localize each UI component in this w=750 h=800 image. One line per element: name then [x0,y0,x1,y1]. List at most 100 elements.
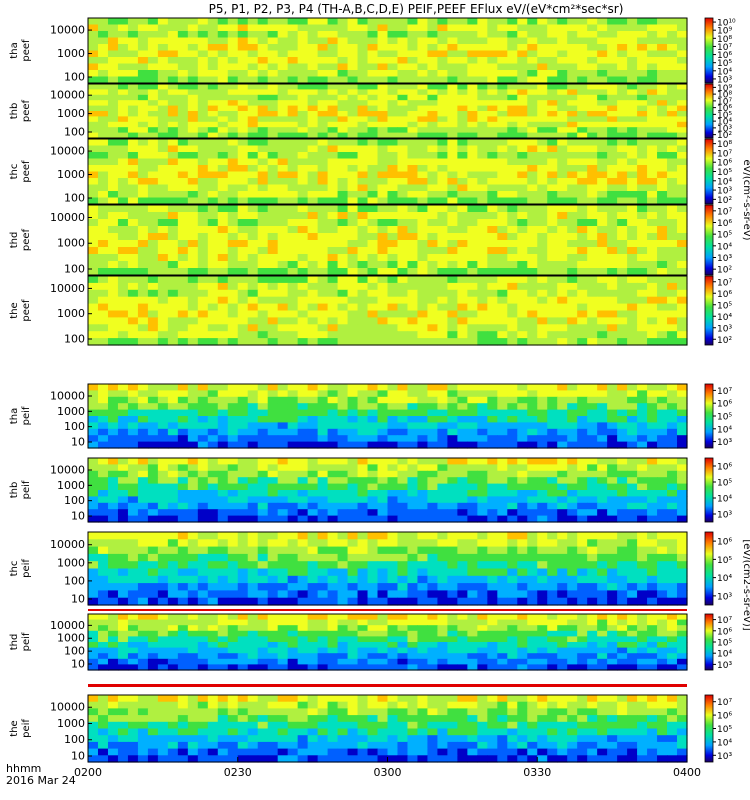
heatmap-cell [557,502,568,510]
heatmap-cell [217,116,229,123]
heatmap-cell [437,276,448,284]
heatmap-cell [547,276,558,284]
heatmap-cell [247,63,259,71]
heatmap-cell [137,197,149,205]
heatmap-cell [167,561,179,570]
heatmap-cell [567,268,578,276]
heatmap-cell [577,396,588,404]
heatmap-cell [267,158,279,166]
heatmap-cell [617,583,628,591]
heatmap-cell [177,310,189,318]
heatmap-cell [557,403,568,411]
heatmap-cell [287,132,299,139]
heatmap-cell [117,111,129,117]
heatmap-cell [627,403,638,411]
heatmap-cell [427,44,439,52]
heatmap-cell [347,597,359,606]
heatmap-cell [207,127,219,134]
heatmap-cell [377,44,389,52]
heatmap-cell [537,532,548,540]
heatmap-cell [387,409,399,417]
heatmap-cell [597,282,608,291]
heatmap-cell [237,139,249,147]
heatmap-cell [517,191,528,199]
heatmap-cell [117,441,129,449]
heatmap-cell [97,303,109,312]
heatmap-cell [647,317,658,325]
heatmap-cell [517,89,528,96]
heatmap-cell [597,261,608,269]
heatmap-cell [247,191,259,199]
heatmap-cell [597,18,608,26]
heatmap-cell [287,37,299,45]
heatmap-cell [657,63,668,71]
heatmap-cell [437,158,448,166]
heatmap-cell [317,127,329,134]
colorbar-tick-label: 10⁷ [717,387,732,397]
heatmap-cell [377,76,389,84]
heatmap-cell [117,178,129,186]
heatmap-cell [347,31,359,39]
heatmap-cell [207,303,219,312]
heatmap-cell [117,94,129,101]
heatmap-cell [207,464,219,472]
heatmap-cell [88,509,99,517]
heatmap-cell [677,331,688,339]
heatmap-cell [597,458,608,465]
heatmap-cell [177,226,189,234]
heatmap-cell [147,165,159,173]
heatmap-cell [347,268,359,276]
y-axis-label: thb [9,482,20,499]
heatmap-cell [457,477,468,485]
heatmap-cell [457,31,468,39]
heatmap-cell [88,116,99,123]
heatmap-cell [97,158,109,166]
colorbar-tick-label: 10³ [717,124,732,134]
heatmap-cell [97,247,109,255]
heatmap-cell [227,105,239,112]
heatmap-cell [647,261,658,269]
heatmap-cell [167,509,179,517]
heatmap-cell [497,539,508,548]
heatmap-cell [327,145,339,153]
heatmap-cell [357,483,369,491]
heatmap-cell [617,597,628,606]
heatmap-cell [627,396,638,404]
heatmap-cell [287,532,299,540]
heatmap-cell [377,331,389,339]
heatmap-cell [167,583,179,591]
heatmap-cell [237,145,249,153]
heatmap-cell [397,139,409,147]
heatmap-cell [157,296,169,305]
heatmap-cell [567,226,578,234]
heatmap-cell [317,384,329,391]
heatmap-cell [617,111,628,117]
heatmap-cell [677,24,688,32]
heatmap-cell [667,233,678,241]
heatmap-cell [577,477,588,485]
heatmap-cell [127,561,139,570]
heatmap-cell [377,116,389,123]
heatmap-cell [147,483,159,491]
heatmap-cell [327,396,339,404]
heatmap-cell [117,116,129,123]
heatmap-cell [467,178,478,186]
heatmap-cell [287,247,299,255]
heatmap-cell [447,296,458,305]
heatmap-cell [637,152,648,160]
heatmap-cell [247,282,259,291]
heatmap-cell [257,384,269,391]
heatmap-cell [407,583,419,591]
heatmap-cell [527,310,538,318]
heatmap-cell [487,44,498,52]
heatmap-cell [567,568,578,577]
heatmap-cell [567,184,578,192]
heatmap-cell [467,416,478,423]
heatmap-cell [197,105,209,112]
heatmap-cell [147,428,159,436]
heatmap-cell [187,132,199,139]
heatmap-cell [197,422,209,430]
heatmap-cell [517,403,528,411]
heatmap-cell [437,310,448,318]
heatmap-cell [597,31,608,39]
